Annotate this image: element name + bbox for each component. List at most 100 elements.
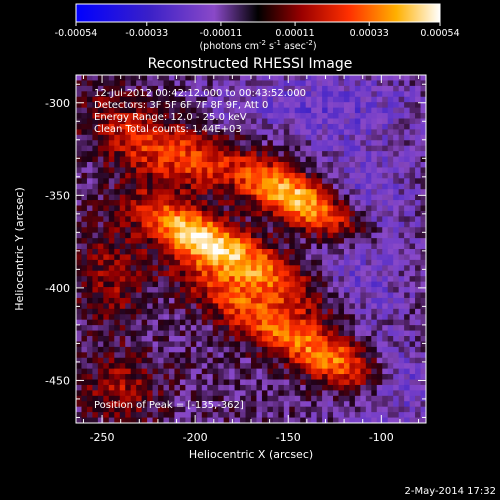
heatmap-cell: [114, 145, 121, 152]
heatmap-cell: [218, 390, 225, 397]
heatmap-cell: [97, 319, 104, 326]
heatmap-cell: [311, 276, 318, 283]
heatmap-cell: [168, 156, 175, 163]
heatmap-cell: [163, 254, 170, 261]
heatmap-cell: [163, 374, 170, 380]
heatmap-cell: [136, 200, 143, 206]
heatmap-cell: [174, 221, 181, 228]
heatmap-cell: [152, 194, 159, 201]
heatmap-cell: [365, 406, 372, 413]
heatmap-cell: [168, 210, 175, 217]
heatmap-cell: [371, 374, 378, 380]
heatmap-cell: [409, 265, 416, 272]
heatmap-cell: [289, 352, 296, 359]
heatmap-cell: [234, 325, 241, 331]
heatmap-cell: [223, 238, 230, 244]
heatmap-cell: [327, 113, 334, 119]
heatmap-cell: [207, 243, 214, 250]
heatmap-cell: [240, 178, 246, 185]
heatmap-cell: [125, 325, 132, 331]
heatmap-cell: [311, 210, 318, 217]
heatmap-cell: [81, 167, 88, 174]
heatmap-cell: [251, 406, 257, 413]
heatmap-cell: [114, 308, 121, 315]
heatmap-cell: [409, 384, 416, 391]
heatmap-cell: [278, 319, 285, 326]
heatmap-cell: [300, 319, 307, 326]
heatmap-cell: [376, 134, 383, 141]
heatmap-cell: [305, 134, 312, 141]
heatmap-cell: [267, 297, 274, 304]
heatmap-cell: [322, 412, 328, 418]
heatmap-cell: [212, 412, 219, 418]
heatmap-cell: [365, 167, 372, 174]
heatmap-cell: [81, 96, 88, 103]
heatmap-cell: [289, 346, 296, 353]
heatmap-cell: [125, 227, 132, 234]
heatmap-cell: [136, 80, 143, 87]
heatmap-cell: [404, 341, 410, 348]
heatmap-cell: [218, 134, 225, 141]
heatmap-cell: [420, 352, 427, 359]
heatmap-cell: [76, 417, 82, 424]
heatmap-cell: [360, 395, 367, 402]
heatmap-cell: [256, 189, 263, 196]
heatmap-cell: [267, 249, 274, 255]
heatmap-cell: [240, 395, 246, 402]
heatmap-cell: [415, 390, 421, 397]
heatmap-cell: [294, 325, 301, 331]
heatmap-cell: [311, 156, 318, 163]
heatmap-cell: [119, 254, 126, 261]
heatmap-cell: [371, 308, 378, 315]
heatmap-cell: [322, 221, 328, 228]
heatmap-cell: [152, 123, 159, 130]
heatmap-cell: [163, 75, 170, 81]
heatmap-cell: [415, 303, 421, 310]
heatmap-cell: [322, 379, 328, 386]
heatmap-cell: [108, 91, 115, 98]
heatmap-cell: [376, 80, 383, 87]
heatmap-cell: [267, 406, 274, 413]
heatmap-cell: [76, 134, 82, 141]
heatmap-cell: [409, 390, 416, 397]
heatmap-cell: [114, 319, 121, 326]
heatmap-cell: [251, 379, 257, 386]
heatmap-cell: [190, 379, 197, 386]
heatmap-cell: [300, 118, 307, 125]
heatmap-cell: [387, 107, 394, 114]
heatmap-cell: [125, 357, 132, 364]
heatmap-cell: [196, 297, 203, 304]
heatmap-cell: [86, 129, 93, 136]
heatmap-cell: [229, 129, 235, 136]
heatmap-cell: [376, 325, 383, 331]
heatmap-cell: [223, 406, 230, 413]
heatmap-cell: [316, 134, 323, 141]
heatmap-cell: [92, 200, 99, 206]
heatmap-cell: [119, 85, 126, 92]
heatmap-cell: [267, 183, 274, 190]
heatmap-cell: [212, 194, 219, 201]
heatmap-cell: [261, 374, 268, 380]
heatmap-cell: [343, 216, 350, 223]
heatmap-cell: [168, 151, 175, 157]
heatmap-cell: [289, 113, 296, 119]
heatmap-cell: [420, 308, 427, 315]
heatmap-cell: [272, 178, 279, 185]
heatmap-cell: [354, 270, 361, 277]
heatmap-cell: [398, 134, 405, 141]
heatmap-cell: [152, 232, 159, 239]
heatmap-cell: [251, 390, 257, 397]
heatmap-cell: [360, 113, 367, 119]
heatmap-cell: [343, 194, 350, 201]
heatmap-cell: [349, 238, 356, 244]
heatmap-cell: [212, 406, 219, 413]
heatmap-cell: [371, 205, 378, 212]
heatmap-cell: [283, 189, 290, 196]
heatmap-cell: [278, 91, 285, 98]
heatmap-cell: [141, 308, 148, 315]
heatmap-cell: [201, 102, 208, 109]
heatmap-cell: [278, 194, 285, 201]
heatmap-cell: [229, 395, 235, 402]
heatmap-cell: [245, 232, 252, 239]
heatmap-cell: [322, 346, 328, 353]
